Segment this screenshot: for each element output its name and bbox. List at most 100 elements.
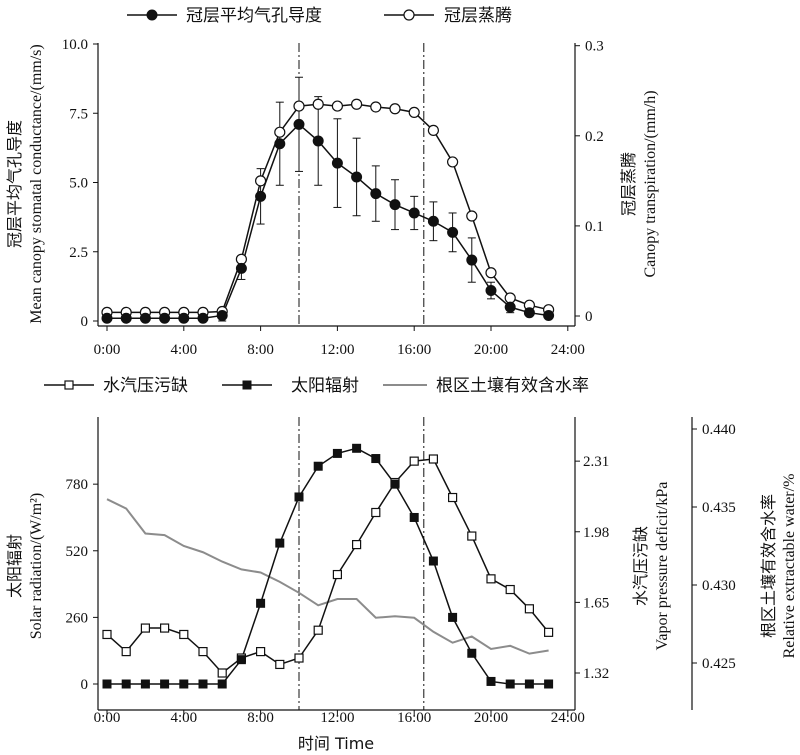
- point-solar: [467, 648, 477, 658]
- point-conductance: [312, 135, 324, 147]
- point-solar: [121, 679, 131, 689]
- x-tick-label: 12:00: [320, 342, 354, 358]
- point-vpd: [179, 629, 189, 640]
- y-axis-label-cn: 冠层平均气孔导度: [5, 120, 24, 248]
- point-vpd: [428, 454, 438, 464]
- y-axis-label-en: Mean canopy stomatal conductance/(mm/s): [28, 44, 45, 323]
- point-conductance: [523, 307, 535, 319]
- point-solar: [505, 679, 515, 689]
- x-tick-label: 8:00: [247, 710, 274, 726]
- x-tick-label: 24:00: [551, 342, 585, 358]
- y3-axis-label-cn: 根区土壤有效含水率: [759, 494, 778, 638]
- y-tick-label: 520: [66, 544, 89, 560]
- point-vpd: [102, 629, 112, 640]
- point-conductance: [331, 157, 343, 169]
- point-vpd: [121, 646, 131, 657]
- point-solar: [332, 448, 342, 458]
- chart-bottom: 0:00 4:00 8:00 12:00 16:00 20:00 24:00 时间 Time 7…: [5, 375, 798, 753]
- y2-axis-label-en: Canopy transpiration/(mm/h): [642, 90, 659, 277]
- y2-tick-label: 0.2: [585, 129, 604, 145]
- point-solar: [275, 538, 285, 548]
- point-transpiration: [331, 100, 343, 112]
- point-transpiration: [235, 253, 247, 265]
- legend-marker-transpiration: [403, 9, 415, 21]
- x-axis-label: 时间 Time: [298, 734, 374, 753]
- point-conductance: [485, 285, 497, 297]
- point-solar: [256, 598, 266, 608]
- x-tick-label: 20:00: [474, 342, 508, 358]
- point-vpd: [217, 668, 227, 678]
- point-transpiration: [389, 103, 401, 115]
- y3-tick-label: 0.430: [702, 578, 736, 594]
- point-solar: [371, 454, 381, 464]
- y-axis-label-en: Solar radiation/(W/m²): [28, 493, 45, 640]
- point-vpd: [371, 507, 381, 518]
- point-transpiration: [274, 126, 286, 138]
- point-transpiration: [293, 100, 305, 112]
- y2-axis-label-cn: 冠层蒸腾: [619, 152, 638, 216]
- point-solar: [448, 612, 458, 622]
- point-vpd: [198, 646, 208, 657]
- point-solar: [544, 679, 554, 689]
- point-vpd: [294, 653, 304, 663]
- point-vpd: [160, 623, 170, 633]
- y-tick-label: 2.5: [69, 245, 88, 261]
- point-conductance: [235, 262, 247, 274]
- point-transpiration: [485, 267, 497, 279]
- y2-tick-label: 1.98: [583, 525, 609, 541]
- point-conductance: [466, 254, 478, 266]
- point-conductance: [120, 312, 132, 324]
- y-tick-label: 5.0: [69, 176, 88, 192]
- x-tick-label: 12:00: [320, 710, 354, 726]
- point-solar: [140, 679, 150, 689]
- point-vpd: [467, 531, 477, 541]
- y-tick-label: 0: [81, 677, 89, 693]
- point-conductance: [159, 312, 171, 324]
- point-vpd: [256, 646, 266, 657]
- y2-tick-label: 0.1: [585, 219, 604, 235]
- point-conductance: [351, 171, 363, 183]
- point-vpd: [332, 569, 342, 580]
- point-solar: [409, 512, 419, 522]
- point-conductance: [504, 301, 516, 313]
- series-line-vpd: [106, 458, 550, 675]
- y-tick-label: 10.0: [62, 37, 88, 53]
- point-transpiration: [408, 106, 420, 118]
- point-conductance: [408, 207, 420, 219]
- point-conductance: [178, 312, 190, 324]
- point-vpd: [486, 574, 496, 584]
- point-conductance: [427, 215, 439, 227]
- y2-tick-label: 0: [585, 309, 593, 325]
- point-transpiration: [351, 98, 363, 110]
- point-conductance: [543, 309, 555, 321]
- y3-tick-label: 0.435: [702, 500, 736, 516]
- y-tick-label: 260: [66, 610, 89, 626]
- legend-label-rew: 根区土壤有效含水率: [436, 375, 589, 396]
- legend-label-conductance: 冠层平均气孔导度: [186, 6, 322, 26]
- y-axis-label-cn: 太阳辐射: [5, 534, 24, 598]
- legend-label-vpd: 水汽压污缺: [103, 376, 188, 396]
- point-solar: [217, 679, 227, 689]
- point-transpiration: [466, 210, 478, 222]
- point-solar: [428, 556, 438, 566]
- x-tick-label: 24:00: [551, 710, 585, 726]
- point-transpiration: [447, 156, 459, 168]
- legend-marker-conductance: [146, 9, 158, 21]
- series-line-solar: [107, 447, 549, 685]
- y3-tick-label: 0.425: [702, 656, 736, 672]
- x-tick-label: 16:00: [397, 342, 431, 358]
- point-conductance: [216, 309, 228, 321]
- y2-tick-label: 1.65: [583, 595, 609, 611]
- chart-top: 0:00 4:00 8:00 12:00 16:00 20:00 24:00 10.0 7.5 5…: [5, 6, 659, 358]
- point-conductance: [370, 188, 382, 200]
- x-tick-label: 16:00: [397, 710, 431, 726]
- point-transpiration: [312, 98, 324, 110]
- point-solar: [352, 443, 362, 453]
- legend-marker-solar: [242, 380, 252, 390]
- point-solar: [236, 655, 246, 665]
- x-tick-label: 8:00: [247, 342, 274, 358]
- point-vpd: [140, 623, 150, 633]
- legend-label-solar: 太阳辐射: [291, 376, 359, 396]
- y-tick-label: 780: [66, 477, 89, 493]
